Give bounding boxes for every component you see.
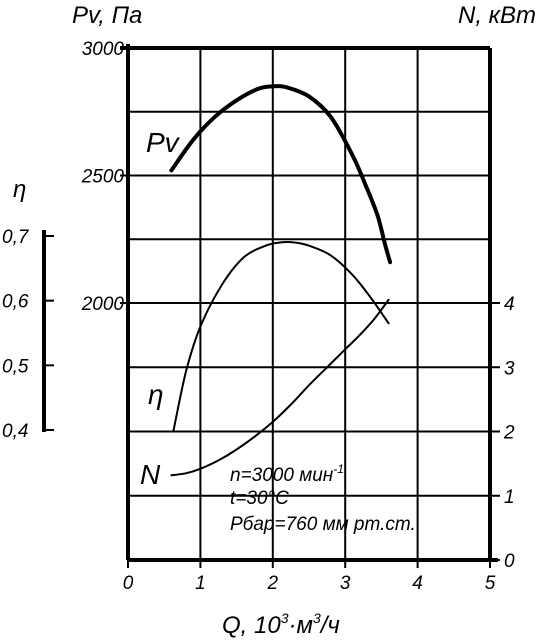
- power-curve: [170, 298, 390, 477]
- x-tick-label: 0: [123, 573, 134, 594]
- x-tick-label: 1: [195, 573, 206, 594]
- x-tick-label: 4: [412, 573, 423, 594]
- eta-tick-label: 0,6: [2, 292, 29, 313]
- pv-curve-label: Pv: [146, 127, 181, 158]
- x-tick-label: 5: [485, 573, 496, 594]
- n-tick-label: 0: [504, 551, 515, 572]
- temperature-note: t=30°C: [230, 488, 289, 509]
- n-tick-label: 3: [504, 358, 515, 379]
- eta-tick-label: 0,5: [2, 356, 29, 377]
- speed-note: n=3000 мин-1: [230, 462, 344, 486]
- labels: 0 1 2 3 4 5 2000 2500 3000 0 1 2 3 4 0,4 0,5 0,6 0,7: [2, 39, 515, 594]
- eta-tick-label: 0,7: [2, 227, 30, 248]
- axes: [42, 44, 500, 568]
- pv-tick-label: 3000: [82, 39, 125, 60]
- n-axis-title: N, кВт: [458, 2, 536, 29]
- pressure-note: Pбар=760 мм рт.ст.: [230, 514, 416, 535]
- n-tick-label: 2: [503, 423, 515, 444]
- pv-tick-label: 2500: [81, 167, 125, 188]
- x-tick-label: 3: [340, 573, 351, 594]
- eta-tick-label: 0,4: [2, 421, 28, 442]
- eta-axis-title: η: [13, 176, 26, 203]
- x-tick-label: 2: [267, 573, 279, 594]
- eta-curve-label: η: [148, 379, 164, 410]
- pv-axis-title: Pv, Па: [72, 2, 142, 29]
- n-curve-label: N: [140, 459, 161, 490]
- n-tick-label: 1: [504, 487, 515, 508]
- efficiency-curve: [172, 241, 390, 431]
- curves: [169, 84, 393, 477]
- n-tick-label: 4: [504, 294, 515, 315]
- pv-curve: [169, 84, 393, 265]
- pv-tick-label: 2000: [81, 294, 125, 315]
- x-axis-title: Q, 103·м3/ч: [222, 610, 340, 639]
